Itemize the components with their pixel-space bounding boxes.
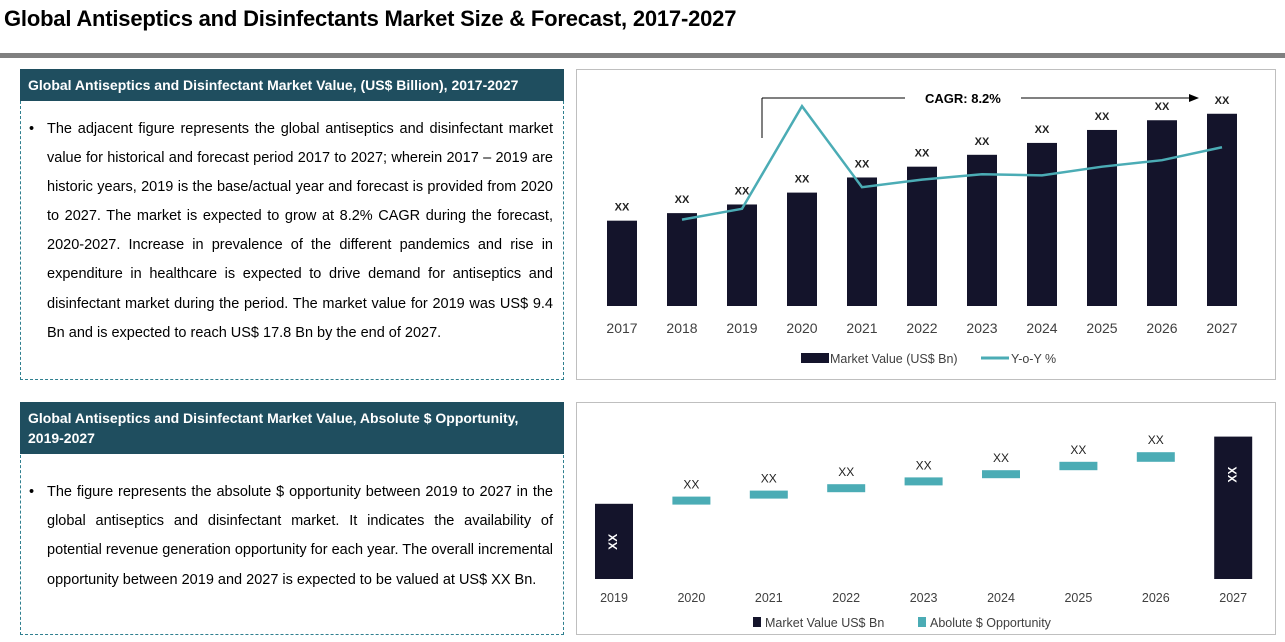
x-tick-label: 2018 (666, 320, 697, 336)
legend-opportunity-swatch (918, 617, 926, 627)
bar-data-label: XX (675, 194, 690, 206)
section2-bullet: • The figure represents the absolute $ o… (21, 478, 563, 595)
x-tick-label: 2023 (910, 591, 938, 605)
opportunity-bar (982, 470, 1020, 479)
bar-data-label: XX (855, 158, 870, 170)
opportunity-bar (827, 484, 866, 493)
section2-bullet-text: The figure represents the absolute $ opp… (47, 484, 553, 588)
x-tick-label: 2020 (677, 591, 705, 605)
x-tick-label: 2024 (1026, 320, 1057, 336)
x-tick-label: 2022 (906, 320, 937, 336)
market-value-bar (847, 177, 877, 306)
section1-heading: Global Antiseptics and Disinfectant Mark… (20, 69, 564, 101)
x-tick-label: 2022 (832, 591, 860, 605)
market-value-chart: XX 2017 XX 2018 XX 2019 XX 2020 XX 2021 XX 2022 XX 20… (576, 69, 1276, 380)
section2-text-box: • The figure represents the absolute $ o… (20, 455, 564, 635)
total-data-label: XX (1225, 467, 1239, 483)
section1-text-box: • The adjacent figure represents the glo… (20, 101, 564, 380)
cagr-annotation: CAGR: 8.2% (925, 91, 1001, 106)
market-value-bar (967, 154, 997, 306)
bar-data-label: XX (735, 185, 750, 197)
x-tick-label: 2021 (846, 320, 877, 336)
x-tick-label: 2023 (966, 320, 997, 336)
opportunity-data-label: XX (993, 451, 1009, 465)
legend-line-label: Y-o-Y % (1011, 352, 1056, 366)
market-value-chart-svg: XX 2017 XX 2018 XX 2019 XX 2020 XX 2021 XX 2022 XX 20… (606, 91, 1237, 366)
market-value-bar (1207, 113, 1237, 306)
section2-heading: Global Antiseptics and Disinfectant Mark… (20, 402, 564, 454)
bar-data-label: XX (1035, 124, 1050, 136)
x-tick-label: 2017 (606, 320, 637, 336)
bar-data-label: XX (1215, 95, 1230, 107)
x-tick-label: 2026 (1142, 591, 1170, 605)
bar-data-label: XX (1095, 111, 1110, 123)
bar-data-label: XX (1155, 101, 1170, 113)
legend-bar-swatch (801, 353, 829, 363)
bar-data-label: XX (915, 148, 930, 160)
market-value-bar (787, 192, 817, 306)
x-tick-label: 2026 (1146, 320, 1177, 336)
market-value-bar (1087, 129, 1117, 306)
total-data-label: XX (606, 534, 620, 550)
opportunity-data-label: XX (1070, 443, 1086, 457)
opportunity-data-label: XX (1148, 433, 1164, 447)
legend-bar-label: Market Value (US$ Bn) (830, 352, 958, 366)
x-tick-label: 2025 (1064, 591, 1092, 605)
section1-bullet: • The adjacent figure represents the glo… (21, 115, 563, 348)
x-tick-label: 2024 (987, 591, 1015, 605)
x-tick-label: 2021 (755, 591, 783, 605)
bullet-icon: • (29, 484, 35, 500)
opportunity-bar (1059, 461, 1098, 471)
legend-total-swatch (753, 617, 761, 627)
market-value-bar (727, 204, 757, 306)
bar-data-label: XX (615, 202, 630, 214)
opportunity-data-label: XX (838, 465, 854, 479)
opportunity-bar (1136, 452, 1175, 462)
market-value-bar (1147, 120, 1177, 306)
yoy-line (681, 103, 1223, 221)
cagr-arrow-head (1189, 94, 1199, 102)
legend-total-label: Market Value US$ Bn (765, 616, 884, 630)
x-tick-label: 2027 (1206, 320, 1237, 336)
page-title: Global Antiseptics and Disinfectants Mar… (4, 6, 737, 31)
total-value-bar (595, 503, 633, 579)
x-tick-label: 2019 (600, 591, 628, 605)
opportunity-data-label: XX (683, 478, 699, 492)
section1-bullet-text: The adjacent figure represents the globa… (47, 121, 553, 341)
market-value-bar (607, 220, 637, 306)
bar-data-label: XX (975, 136, 990, 148)
market-value-bar (1027, 142, 1057, 306)
opportunity-bar (672, 496, 711, 505)
title-divider (0, 53, 1285, 58)
x-tick-label: 2020 (786, 320, 817, 336)
x-tick-label: 2019 (726, 320, 757, 336)
x-tick-label: 2027 (1219, 591, 1247, 605)
opportunity-chart-svg: XX 2019 XX 2020 XX 2021 XX 2022 XX 2023 XX 2024 XX 20… (595, 433, 1253, 630)
opportunity-chart: XX 2019 XX 2020 XX 2021 XX 2022 XX 2023 XX 2024 XX 20… (576, 402, 1276, 635)
legend-opportunity-label: Abolute $ Opportunity (930, 616, 1052, 630)
bullet-icon: • (29, 121, 35, 137)
bar-data-label: XX (795, 174, 810, 186)
opportunity-data-label: XX (916, 458, 932, 472)
opportunity-bar (749, 490, 788, 499)
market-value-bar (907, 166, 937, 306)
x-tick-label: 2025 (1086, 320, 1117, 336)
opportunity-data-label: XX (761, 472, 777, 486)
opportunity-bar (904, 477, 943, 486)
market-value-bar (667, 213, 697, 306)
total-value-bar (1214, 436, 1253, 579)
